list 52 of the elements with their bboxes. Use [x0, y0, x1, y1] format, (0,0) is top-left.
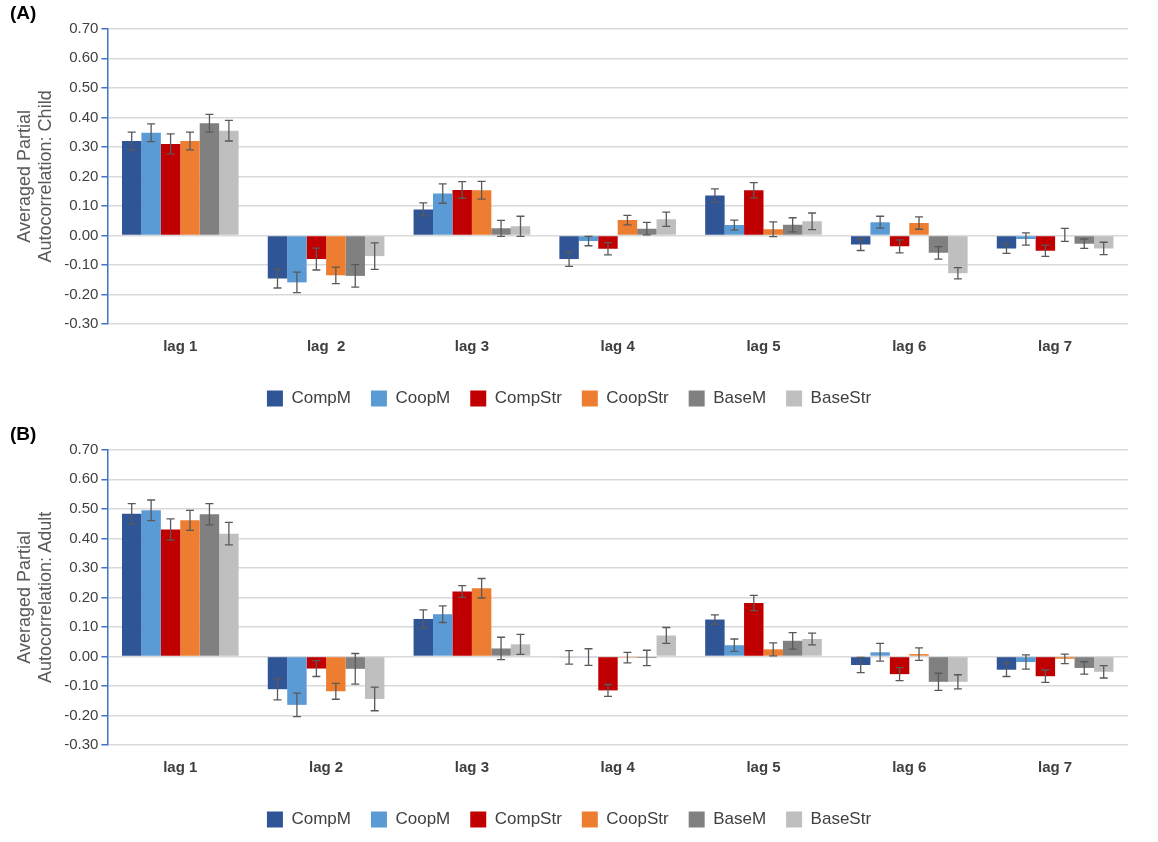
y-tick-label: 0.10 — [69, 196, 99, 214]
x-tick-label: lag 1 — [163, 337, 198, 355]
legend-label: CompStr — [494, 809, 563, 829]
x-tick-label: lag 1 — [163, 758, 198, 776]
y-tick-label: 0.00 — [69, 646, 99, 664]
legend-label: CompM — [291, 388, 351, 408]
x-tick-label: lag 2 — [306, 337, 346, 355]
x-tick-label: lag 4 — [600, 337, 636, 355]
legend-label: CoopM — [395, 388, 451, 408]
y-tick-label: -0.20 — [64, 284, 99, 302]
x-tick-label: lag 3 — [454, 758, 489, 776]
x-tick-label: lag 5 — [746, 758, 781, 776]
legend-label: BaseStr — [810, 388, 872, 408]
y-tick-label: 0.10 — [69, 617, 99, 635]
legend-label: CompM — [291, 809, 351, 829]
y-tick-label: -0.10 — [64, 255, 99, 273]
y-axis-title: Averaged Partial Autocorrelation: Adult — [13, 511, 56, 683]
legend-label: BaseM — [713, 809, 767, 829]
y-tick-label: 0.30 — [69, 558, 99, 576]
y-tick-label: 0.50 — [69, 498, 99, 516]
legend-label: BaseM — [713, 388, 767, 408]
legend-label: CoopM — [395, 809, 451, 829]
y-tick-label: 0.50 — [69, 77, 99, 95]
x-tick-label: lag 6 — [892, 337, 927, 355]
legend-label: CoopStr — [606, 809, 670, 829]
y-tick-label: -0.30 — [64, 314, 99, 332]
x-tick-label: lag 7 — [1038, 337, 1073, 355]
legend-label: BaseStr — [810, 809, 872, 829]
y-tick-label: 0.70 — [69, 439, 99, 457]
chart-title: (A) — [10, 1, 37, 23]
x-tick-label: lag 7 — [1038, 758, 1073, 776]
y-tick-label: 0.40 — [69, 107, 99, 125]
x-tick-label: lag 3 — [454, 337, 489, 355]
chart-title: (B) — [10, 422, 37, 444]
y-tick-label: -0.30 — [64, 735, 99, 753]
y-tick-label: -0.10 — [64, 676, 99, 694]
x-tick-label: lag 6 — [892, 758, 927, 776]
y-tick-label: 0.60 — [69, 469, 99, 487]
y-tick-label: 0.70 — [69, 18, 99, 36]
legend-label: CompStr — [494, 388, 563, 408]
y-tick-label: -0.20 — [64, 705, 99, 723]
y-tick-label: 0.20 — [69, 587, 99, 605]
y-tick-label: 0.60 — [69, 48, 99, 66]
y-tick-label: 0.00 — [69, 225, 99, 243]
y-tick-label: 0.20 — [69, 166, 99, 184]
y-tick-label: 0.40 — [69, 528, 99, 546]
x-tick-label: lag 2 — [309, 758, 344, 776]
legend-label: CoopStr — [606, 388, 670, 408]
y-tick-label: 0.30 — [69, 137, 99, 155]
x-tick-label: lag 4 — [600, 758, 636, 776]
x-tick-label: lag 5 — [746, 337, 781, 355]
y-axis-title: Averaged Partial Autocorrelation: Child — [13, 90, 56, 263]
